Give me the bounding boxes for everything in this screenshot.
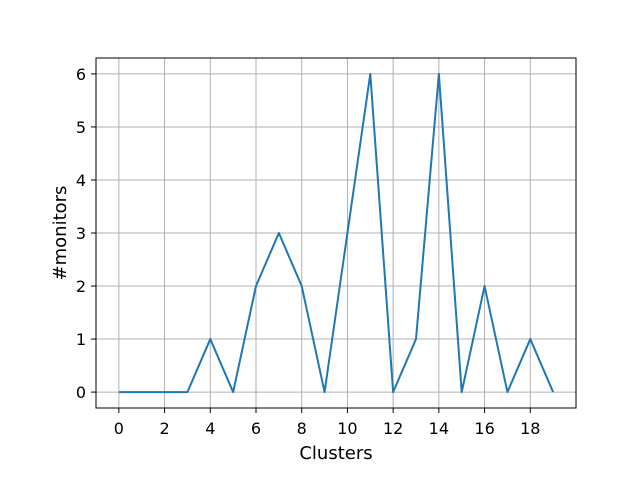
y-axis-label: #monitors <box>50 186 71 281</box>
y-tick-label: 3 <box>76 224 86 243</box>
x-tick-label: 10 <box>337 419 357 438</box>
x-tick-label: 12 <box>383 419 403 438</box>
x-tick-label: 16 <box>474 419 494 438</box>
y-tick-label: 1 <box>76 330 86 349</box>
x-axis-label: Clusters <box>299 443 372 464</box>
x-tick-label: 2 <box>159 419 169 438</box>
series-layer <box>118 72 555 394</box>
x-tick-label: 18 <box>520 419 540 438</box>
x-tick-label: 0 <box>114 419 124 438</box>
series-line <box>118 72 555 394</box>
y-tick-label: 4 <box>76 171 86 190</box>
y-tick-label: 6 <box>76 65 86 84</box>
y-tick-label: 2 <box>76 277 86 296</box>
y-tick-label: 5 <box>76 118 86 137</box>
x-tick-label: 8 <box>297 419 307 438</box>
x-tick-label: 14 <box>429 419 449 438</box>
x-tick-label: 6 <box>251 419 261 438</box>
y-axis-ticks: 0 1 2 3 4 5 6 <box>76 65 96 402</box>
grid-lines <box>96 58 576 408</box>
x-axis-ticks: 0 2 4 6 8 10 12 14 16 18 <box>114 408 540 438</box>
x-tick-label: 4 <box>205 419 215 438</box>
y-tick-label: 0 <box>76 383 86 402</box>
